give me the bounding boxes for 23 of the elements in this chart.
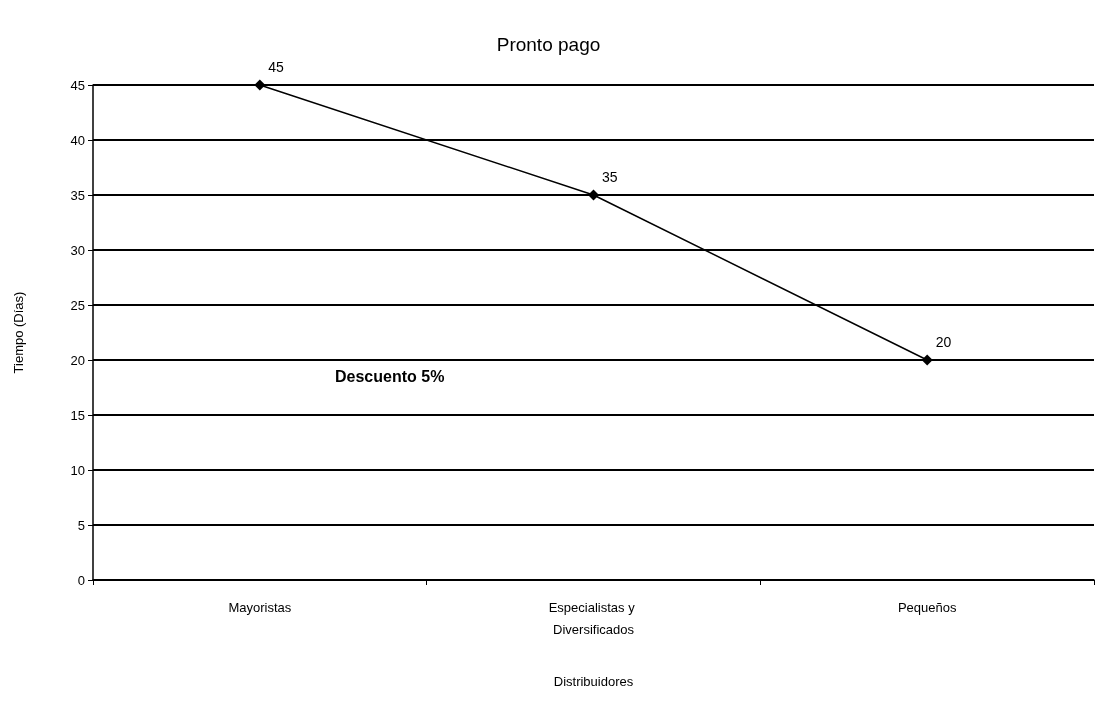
data-label: 35 <box>602 168 618 185</box>
y-tick-label: 10 <box>70 462 85 478</box>
y-axis-title: Tiempo (Días) <box>11 291 26 374</box>
y-tick-label: 5 <box>77 517 85 533</box>
y-tick-label: 40 <box>70 132 85 148</box>
data-label: 45 <box>268 58 285 75</box>
y-tick-label: 25 <box>70 297 85 313</box>
point <box>254 79 266 91</box>
x-axis-title: Distribuidores <box>553 674 634 689</box>
data-label: 20 <box>935 333 952 350</box>
point <box>588 189 599 201</box>
point <box>921 354 933 366</box>
chart-title: Pronto pago <box>496 34 601 55</box>
y-tick-label: 30 <box>70 242 85 258</box>
x-tick-label: Pequeños <box>897 599 957 615</box>
annotation: Descuento 5% <box>335 367 445 385</box>
y-tick-label: 35 <box>70 187 85 203</box>
y-tick-label: 45 <box>70 77 85 93</box>
y-tick-label: 20 <box>70 352 85 368</box>
y-tick-label: 15 <box>70 407 85 423</box>
x-tick-label: Especialistas y Diversificados <box>548 599 639 637</box>
x-tick-label: Mayoristas <box>228 599 292 615</box>
y-tick-label: 0 <box>77 572 85 588</box>
